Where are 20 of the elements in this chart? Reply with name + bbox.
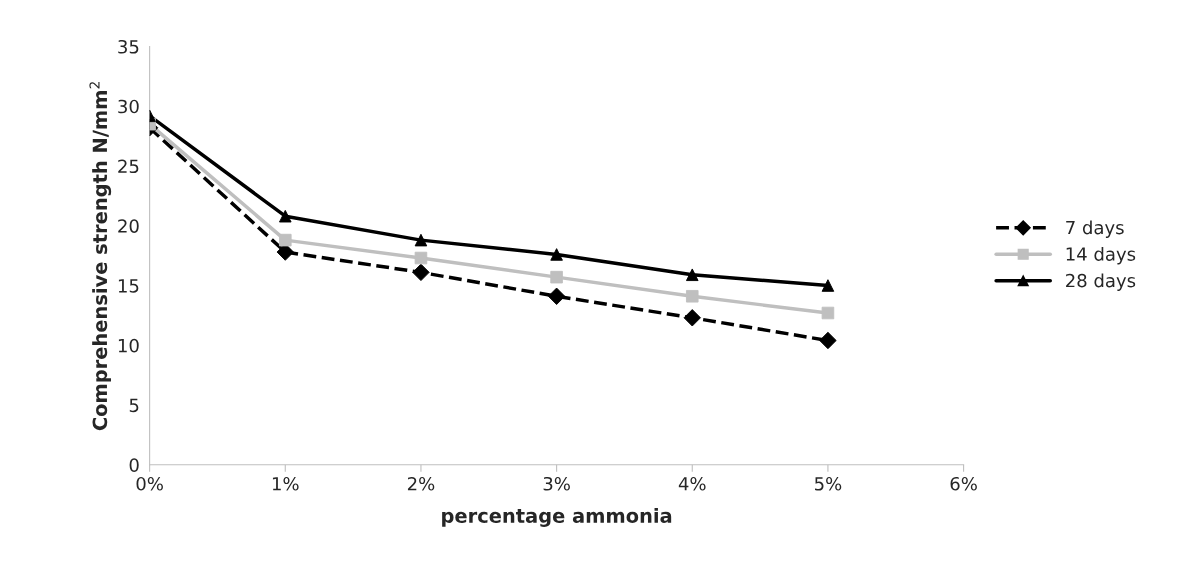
y-tick-label: 0 (129, 458, 139, 472)
x-axis-title: percentage ammonia (442, 507, 672, 527)
y-tick-label: 10 (118, 338, 139, 353)
x-tick-label: 6% (950, 476, 977, 491)
x-tick-label: 4% (678, 476, 706, 491)
y-tick-label: 5 (129, 398, 139, 413)
y-tick-label: 35 (118, 39, 139, 54)
legend-label: 14 days (1066, 246, 1136, 265)
y-axis-title: Comprehensive strength N/mm$^{2}$ (89, 82, 112, 431)
x-tick-label: 2% (407, 476, 435, 491)
y-tick-label: 25 (118, 159, 139, 174)
y-tick-label: 20 (118, 219, 139, 233)
x-tick-label: 5% (815, 476, 842, 491)
y-tick-label: 30 (118, 99, 139, 114)
legend-label: 28 days (1066, 273, 1136, 291)
legend-label: 7 days (1066, 220, 1124, 238)
x-tick-label: 3% (543, 476, 570, 491)
x-tick-label: 1% (272, 476, 299, 491)
y-tick-label: 15 (118, 279, 139, 293)
x-tick-label: 0% (136, 476, 163, 491)
